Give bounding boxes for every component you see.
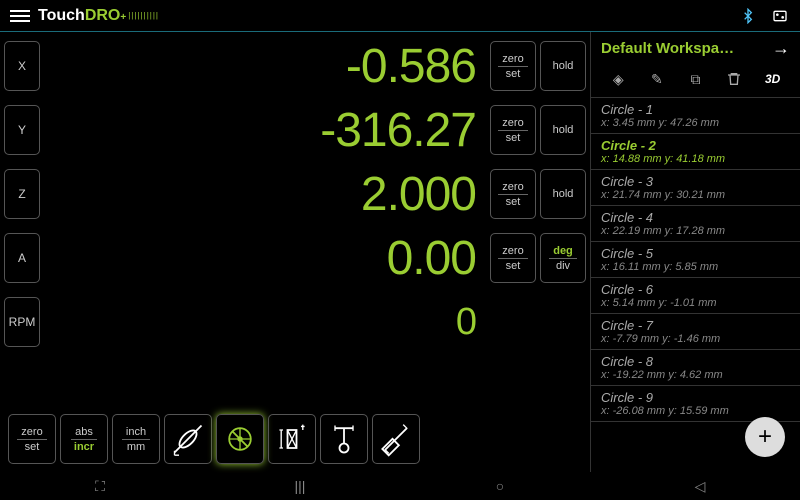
- nav-cast-icon[interactable]: ⛶: [70, 478, 130, 495]
- circle-coords: x: 3.45 mm y: 47.26 mm: [601, 117, 790, 129]
- circle-name: Circle - 4: [601, 210, 790, 225]
- axis-label-a[interactable]: A: [4, 233, 40, 283]
- readout-panel: X-0.586zerosetholdY-316.27zerosetholdZ2.…: [0, 32, 590, 472]
- circle-coords: x: 22.19 mm y: 17.28 mm: [601, 225, 790, 237]
- zero-set-x[interactable]: zeroset: [490, 41, 536, 91]
- zero-set-z[interactable]: zeroset: [490, 169, 536, 219]
- fullscreen-icon[interactable]: [770, 6, 790, 26]
- sidebar-toolbar: ◈ ✎ ⧉ 3D: [591, 65, 800, 98]
- tool-func-3[interactable]: [268, 414, 316, 464]
- axis-label-rpm[interactable]: RPM: [4, 297, 40, 347]
- circle-coords: x: -26.08 mm y: 15.59 mm: [601, 405, 790, 417]
- circle-item[interactable]: Circle - 1x: 3.45 mm y: 47.26 mm: [591, 98, 800, 134]
- axis-value-a: 0.00: [40, 231, 486, 286]
- axis-label-y[interactable]: Y: [4, 105, 40, 155]
- tool-func-2-active[interactable]: [216, 414, 264, 464]
- circle-coords: x: 5.14 mm y: -1.01 mm: [601, 297, 790, 309]
- menu-icon[interactable]: [10, 7, 30, 25]
- inch-mm-button[interactable]: inchmm: [112, 414, 160, 464]
- add-button[interactable]: +: [745, 417, 785, 457]
- circle-name: Circle - 7: [601, 318, 790, 333]
- circle-coords: x: -7.79 mm y: -1.46 mm: [601, 333, 790, 345]
- tool-func-5[interactable]: [372, 414, 420, 464]
- nav-recent-icon[interactable]: |||: [270, 478, 330, 494]
- zero-set-y[interactable]: zeroset: [490, 105, 536, 155]
- circle-item[interactable]: Circle - 5x: 16.11 mm y: 5.85 mm: [591, 242, 800, 278]
- tool-func-4[interactable]: [320, 414, 368, 464]
- axis-row-rpm: RPM0: [4, 292, 586, 352]
- axis-row-a: A0.00zerosetdegdiv: [4, 228, 586, 288]
- sidebar-expand-icon[interactable]: →: [772, 38, 790, 59]
- circle-name: Circle - 3: [601, 174, 790, 189]
- circle-item[interactable]: Circle - 3x: 21.74 mm y: 30.21 mm: [591, 170, 800, 206]
- target-icon[interactable]: ◈: [606, 69, 630, 89]
- logo-dro: DRO: [85, 7, 121, 25]
- circle-name: Circle - 9: [601, 390, 790, 405]
- axis-row-x: X-0.586zerosethold: [4, 36, 586, 96]
- mode-3d-button[interactable]: 3D: [761, 69, 785, 89]
- zero-set-button[interactable]: zeroset: [8, 414, 56, 464]
- circle-coords: x: -19.22 mm y: 4.62 mm: [601, 369, 790, 381]
- nav-back-icon[interactable]: ◁: [670, 478, 730, 495]
- logo-ruler: ||||||||||: [128, 11, 159, 20]
- abs-incr-button[interactable]: absincr: [60, 414, 108, 464]
- logo-plus: +: [120, 12, 126, 23]
- tool-func-1[interactable]: [164, 414, 212, 464]
- workspace-title[interactable]: Default Workspa…: [601, 40, 734, 57]
- circle-name: Circle - 8: [601, 354, 790, 369]
- main-content: X-0.586zerosetholdY-316.27zerosetholdZ2.…: [0, 32, 800, 472]
- circle-coords: x: 21.74 mm y: 30.21 mm: [601, 189, 790, 201]
- circle-item[interactable]: Circle - 2x: 14.88 mm y: 41.18 mm: [591, 134, 800, 170]
- circle-item[interactable]: Circle - 4x: 22.19 mm y: 17.28 mm: [591, 206, 800, 242]
- android-navbar: ⛶ ||| ○ ◁: [0, 472, 800, 500]
- hold-y[interactable]: hold: [540, 105, 586, 155]
- copy-icon[interactable]: ⧉: [683, 69, 707, 89]
- axis-row-y: Y-316.27zerosethold: [4, 100, 586, 160]
- circle-list[interactable]: Circle - 1x: 3.45 mm y: 47.26 mmCircle -…: [591, 98, 800, 472]
- circle-name: Circle - 5: [601, 246, 790, 261]
- bottom-toolbar: zeroset absincr inchmm: [4, 410, 586, 468]
- workspace-sidebar: Default Workspa… → ◈ ✎ ⧉ 3D Circle - 1x:…: [590, 32, 800, 472]
- app-header: TouchDRO+ ||||||||||: [0, 0, 800, 32]
- circle-item[interactable]: Circle - 7x: -7.79 mm y: -1.46 mm: [591, 314, 800, 350]
- circle-name: Circle - 2: [601, 138, 790, 153]
- circle-name: Circle - 6: [601, 282, 790, 297]
- zero-set-a[interactable]: zeroset: [490, 233, 536, 283]
- deg-div-a[interactable]: degdiv: [540, 233, 586, 283]
- delete-icon[interactable]: [722, 69, 746, 89]
- circle-coords: x: 16.11 mm y: 5.85 mm: [601, 261, 790, 273]
- axis-row-z: Z2.000zerosethold: [4, 164, 586, 224]
- axis-value-z: 2.000: [40, 167, 486, 222]
- hold-x[interactable]: hold: [540, 41, 586, 91]
- logo-touch: Touch: [38, 7, 85, 25]
- nav-home-icon[interactable]: ○: [470, 478, 530, 494]
- circle-item[interactable]: Circle - 6x: 5.14 mm y: -1.01 mm: [591, 278, 800, 314]
- app-logo: TouchDRO+: [38, 7, 126, 25]
- sidebar-header: Default Workspa… →: [591, 32, 800, 65]
- circle-coords: x: 14.88 mm y: 41.18 mm: [601, 153, 790, 165]
- axis-value-y: -316.27: [40, 103, 486, 158]
- axis-label-z[interactable]: Z: [4, 169, 40, 219]
- axis-label-x[interactable]: X: [4, 41, 40, 91]
- hold-z[interactable]: hold: [540, 169, 586, 219]
- circle-item[interactable]: Circle - 8x: -19.22 mm y: 4.62 mm: [591, 350, 800, 386]
- edit-icon[interactable]: ✎: [645, 69, 669, 89]
- circle-name: Circle - 1: [601, 102, 790, 117]
- bluetooth-icon[interactable]: [738, 6, 758, 26]
- axis-value-rpm: 0: [40, 301, 486, 344]
- axis-value-x: -0.586: [40, 39, 486, 94]
